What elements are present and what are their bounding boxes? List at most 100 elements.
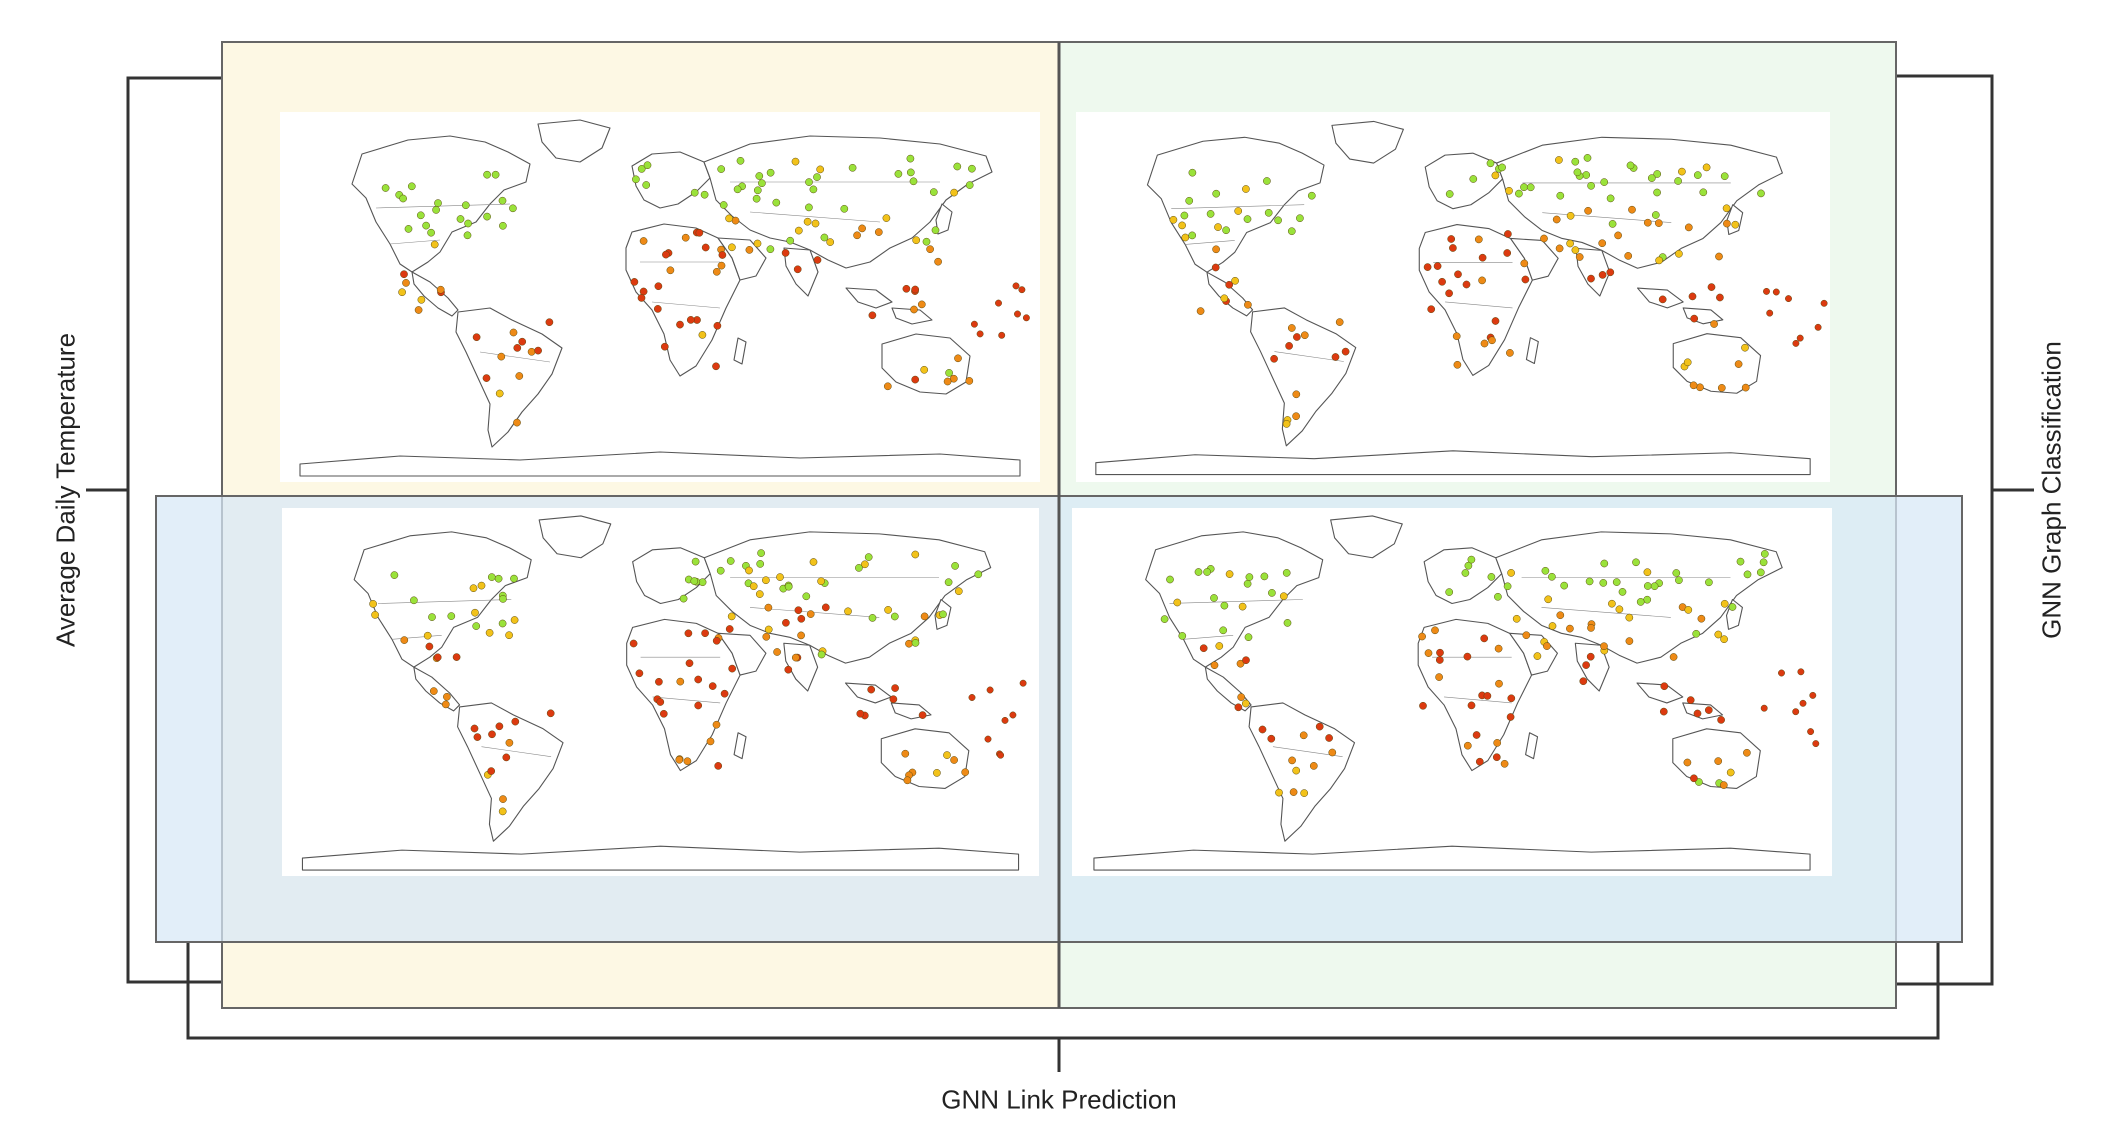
city-point (1267, 734, 1276, 743)
city-point (1475, 757, 1484, 766)
city-point (637, 294, 646, 302)
city-point (706, 737, 715, 746)
city-point (407, 182, 416, 191)
city-point (986, 686, 994, 694)
city-point (727, 612, 736, 621)
city-point (505, 738, 514, 747)
city-point (1487, 573, 1496, 581)
city-point (809, 558, 818, 566)
city-point (719, 201, 728, 209)
city-point (509, 328, 518, 337)
city-point (1675, 576, 1683, 585)
city-point (891, 684, 899, 692)
city-point (1445, 289, 1453, 298)
city-point (758, 179, 766, 188)
city-point (1480, 339, 1489, 348)
city-point (1799, 699, 1807, 707)
city-point (410, 596, 418, 605)
city-point (1447, 235, 1456, 243)
city-point (1282, 569, 1291, 577)
city-point (1178, 632, 1187, 640)
bracket-gnn-graph-classification (1896, 74, 2034, 986)
city-point (1199, 644, 1208, 653)
city-point (402, 279, 410, 287)
city-point (1212, 245, 1220, 254)
city-point (1264, 208, 1273, 217)
city-point (1796, 334, 1804, 342)
city-point (929, 188, 938, 196)
city-point (515, 372, 524, 380)
city-point (1225, 570, 1234, 578)
city-point (1478, 253, 1487, 262)
city-point (906, 154, 915, 163)
city-point (546, 709, 555, 718)
city-point (1669, 653, 1678, 661)
city-point (1260, 572, 1269, 581)
city-point (1586, 652, 1595, 661)
city-point (1463, 652, 1472, 661)
city-point (427, 228, 435, 237)
city-point (399, 194, 407, 203)
city-point (809, 185, 818, 194)
city-point (1292, 390, 1301, 399)
city-point (1757, 189, 1765, 198)
city-point (679, 594, 688, 603)
city-point (655, 677, 663, 686)
city-point (1188, 168, 1197, 177)
city-point (1467, 555, 1476, 564)
city-point (802, 592, 811, 601)
city-point (1692, 629, 1701, 638)
city-point (1722, 204, 1731, 213)
city-point (1723, 219, 1731, 228)
city-point (498, 619, 507, 628)
city-point (1244, 300, 1252, 309)
city-point (1587, 274, 1595, 283)
city-point (728, 664, 737, 673)
city-point (1716, 293, 1724, 302)
city-point (1243, 215, 1252, 223)
city-point (1503, 582, 1512, 591)
city-point (1300, 789, 1309, 797)
city-point (764, 625, 773, 634)
city-point (1022, 314, 1030, 322)
bracket-gnn-link-prediction (186, 942, 1940, 1072)
city-point (630, 278, 639, 286)
city-point (1756, 568, 1765, 577)
city-point (725, 214, 733, 223)
city-point (1715, 252, 1723, 261)
city-point (1478, 276, 1486, 285)
city-point (635, 669, 644, 678)
city-point (1734, 360, 1743, 368)
city-point (1587, 181, 1595, 190)
city-point (961, 768, 970, 777)
city-point (874, 228, 883, 236)
city-point (1658, 295, 1667, 304)
city-point (905, 639, 913, 648)
city-point (1274, 216, 1282, 225)
city-point (684, 629, 693, 638)
city-point (1792, 339, 1800, 347)
city-point (369, 600, 377, 608)
city-point (1625, 613, 1634, 622)
city-point (1488, 336, 1496, 345)
city-point (868, 614, 877, 622)
city-point (1599, 579, 1608, 587)
city-point (434, 199, 442, 207)
city-point (487, 573, 496, 581)
city-point (1335, 318, 1344, 326)
city-point (660, 342, 669, 351)
city-point (483, 212, 491, 221)
city-point (1814, 323, 1822, 331)
city-point (1494, 644, 1503, 653)
city-point (1600, 642, 1608, 651)
city-point (1169, 215, 1178, 224)
city-point (945, 369, 953, 377)
city-point (1720, 599, 1729, 608)
city-point (1293, 333, 1301, 341)
city-point (1424, 649, 1433, 657)
city-point (1584, 206, 1592, 215)
city-point (776, 573, 784, 581)
city-point (1683, 358, 1692, 367)
city-point (1454, 270, 1462, 279)
city-point (1625, 637, 1634, 645)
